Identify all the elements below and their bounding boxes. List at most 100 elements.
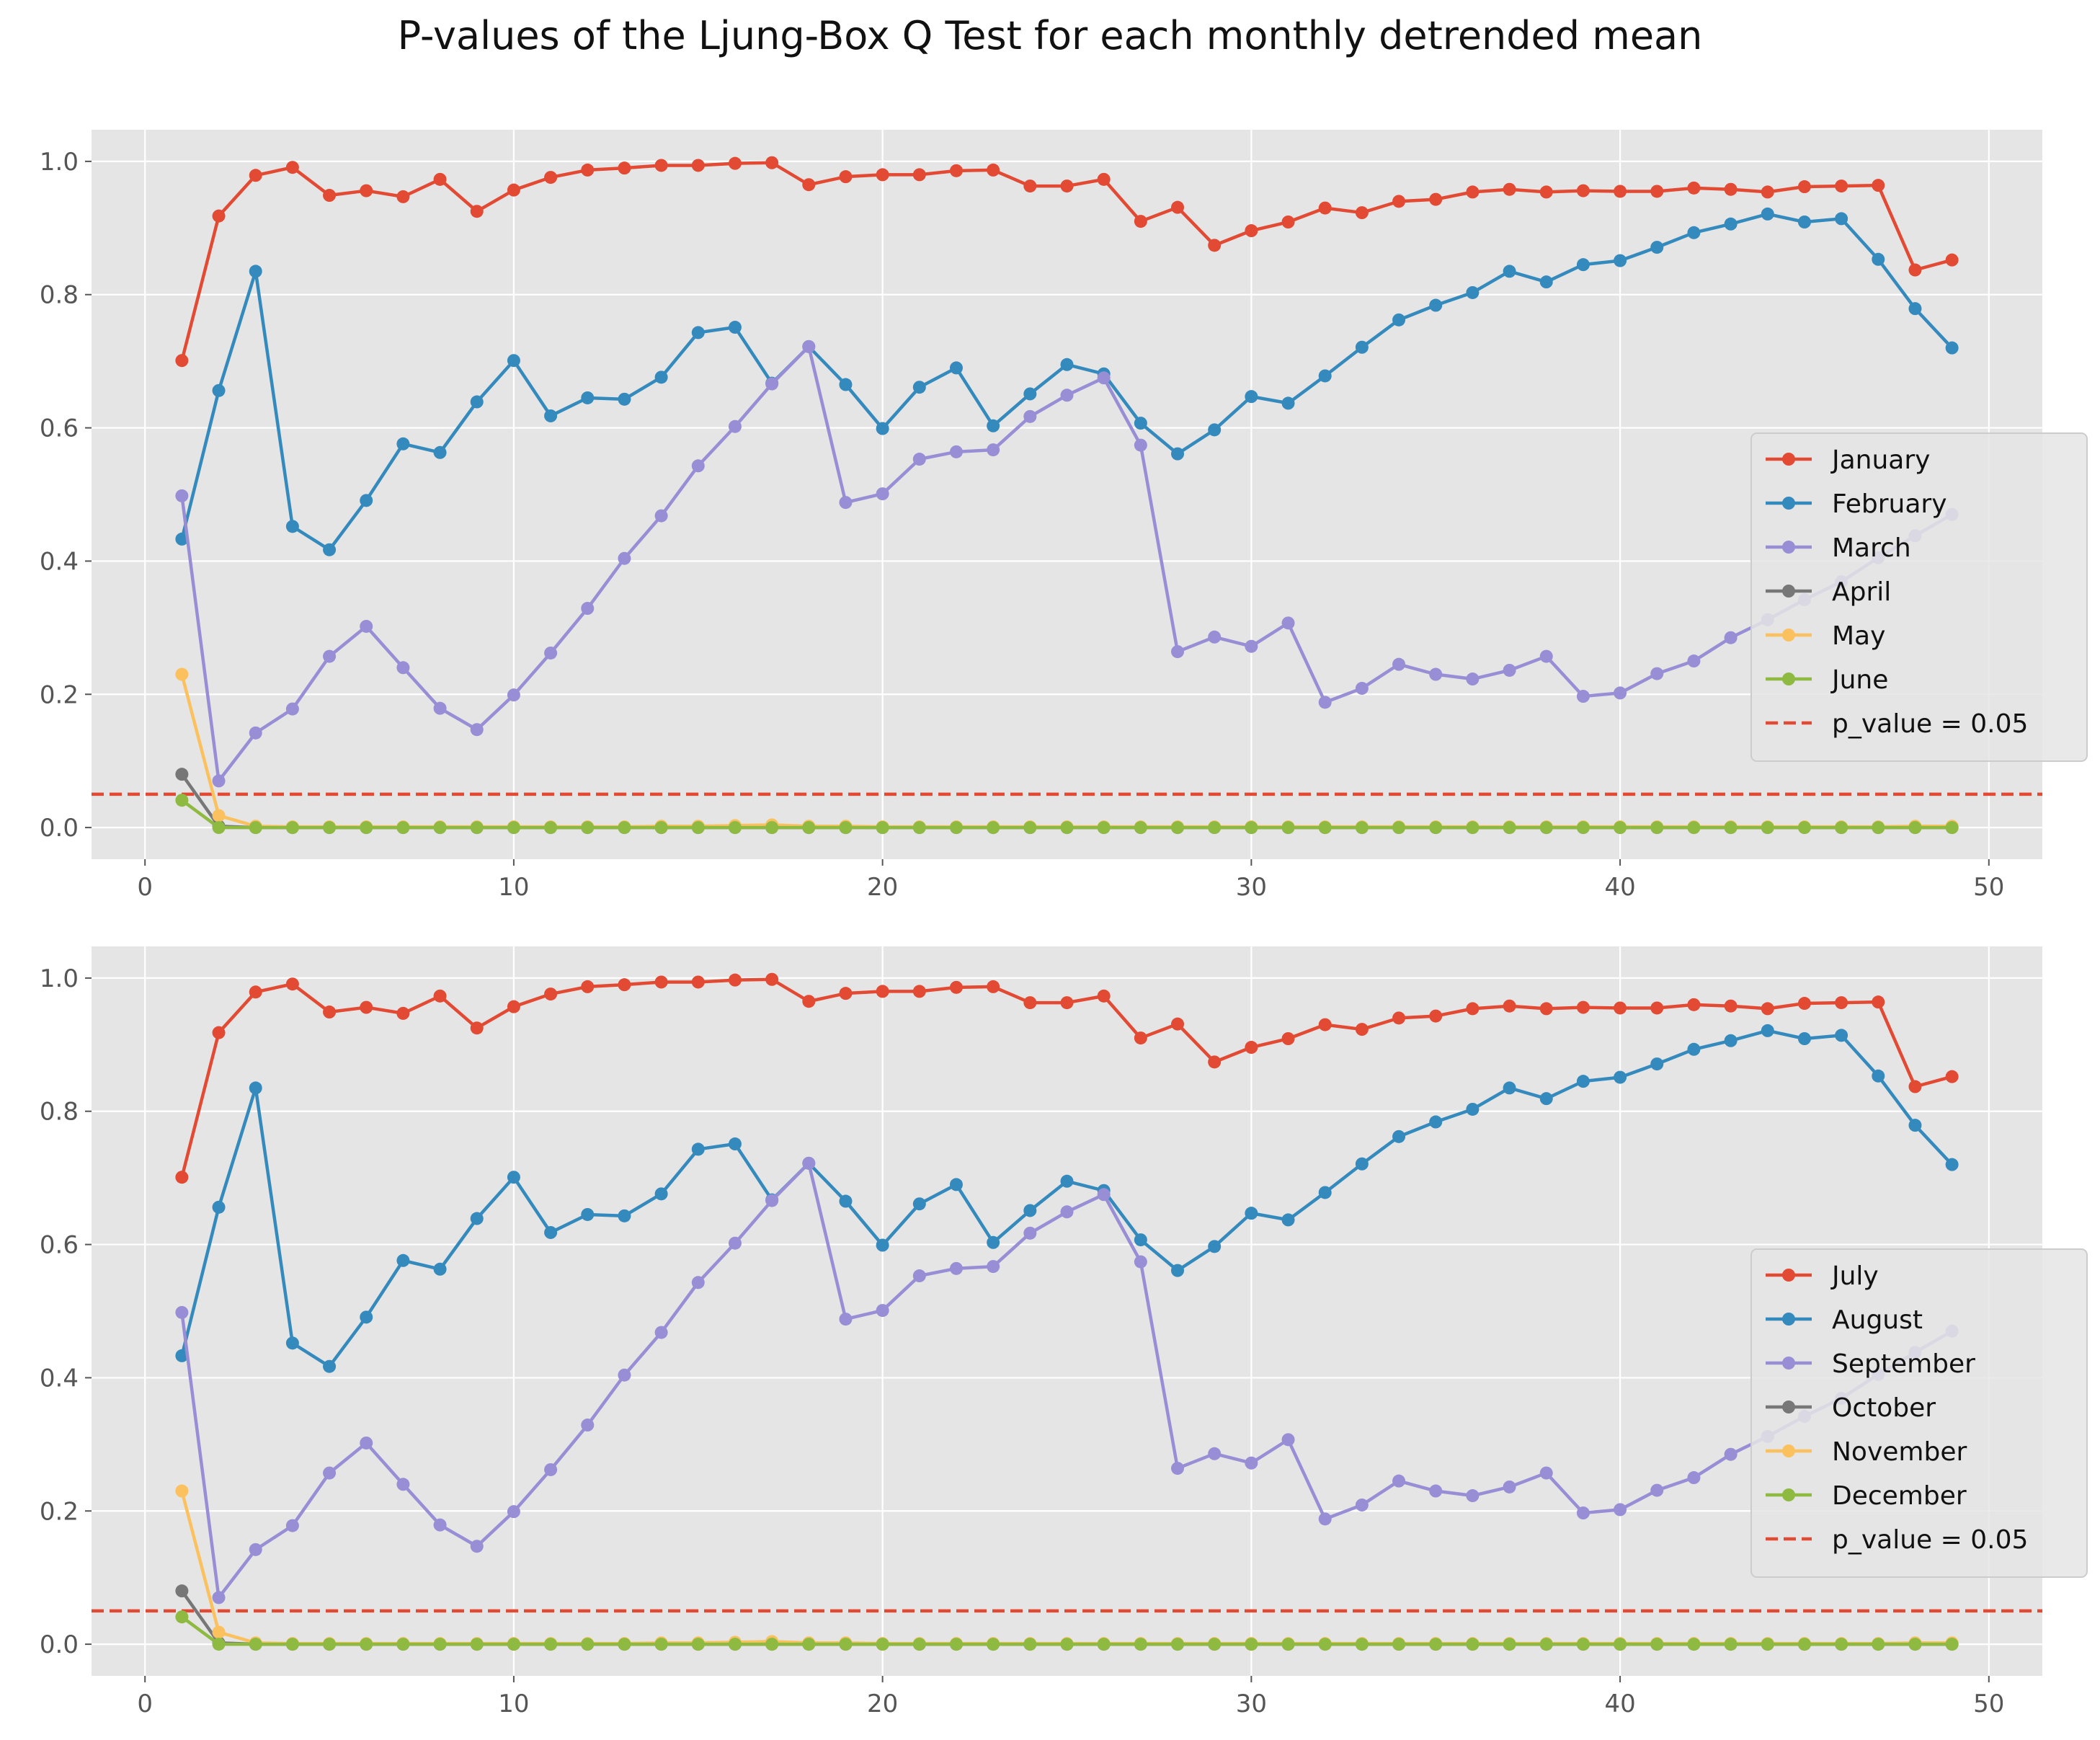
data-point-january (470, 205, 484, 218)
data-point-march (507, 688, 520, 702)
data-point-september (618, 1368, 631, 1382)
data-point-july (1060, 996, 1074, 1010)
data-point-march (323, 649, 337, 663)
legend-label: July (1830, 1261, 1879, 1291)
data-point-july (1134, 1031, 1147, 1045)
data-point-december (285, 1638, 299, 1651)
data-point-june (1171, 821, 1185, 835)
legend-box (1750, 432, 2088, 762)
x-tick-label: 10 (498, 1690, 529, 1718)
data-point-december (949, 1638, 963, 1651)
data-point-july (987, 980, 1000, 993)
x-tick-label: 20 (867, 1690, 898, 1718)
legend-marker (1782, 1357, 1795, 1370)
data-point-january (581, 163, 595, 177)
data-point-july (285, 977, 299, 991)
data-point-june (249, 821, 262, 835)
data-point-september (1466, 1489, 1480, 1503)
data-point-august (949, 1178, 963, 1191)
data-point-december (1724, 1638, 1738, 1651)
data-point-february (1687, 226, 1701, 239)
data-point-june (1724, 821, 1738, 835)
plot-area (92, 130, 2042, 859)
data-point-september (802, 1156, 816, 1170)
data-point-june (1318, 821, 1332, 835)
legend-label: February (1832, 489, 1947, 519)
legend-marker (1782, 1269, 1795, 1282)
data-point-september (175, 1305, 189, 1319)
data-point-december (1060, 1638, 1074, 1651)
y-tick-label: 0.6 (40, 1231, 79, 1260)
data-point-june (802, 821, 816, 835)
data-point-august (1945, 1158, 1959, 1171)
data-point-september (1318, 1512, 1332, 1526)
legend-label: December (1832, 1481, 1967, 1511)
data-point-july (360, 1000, 373, 1014)
x-tick-label: 0 (137, 873, 153, 902)
y-tick-label: 0.4 (40, 547, 79, 576)
data-point-september (1208, 1447, 1222, 1460)
data-point-june (470, 821, 484, 835)
data-point-february (1724, 217, 1738, 231)
legend-marker (1782, 497, 1795, 510)
data-point-september (728, 1236, 742, 1250)
data-point-june (507, 821, 520, 835)
data-point-february (396, 437, 410, 450)
data-point-december (1245, 1638, 1258, 1651)
legend-marker (1782, 1401, 1795, 1413)
data-point-december (1503, 1638, 1516, 1651)
data-point-march (691, 459, 705, 473)
data-point-july (802, 995, 816, 1008)
data-point-september (1134, 1255, 1147, 1269)
data-point-december (1539, 1638, 1553, 1651)
data-point-july (470, 1021, 484, 1035)
data-point-september (1245, 1456, 1258, 1470)
data-point-february (1797, 216, 1811, 229)
data-point-january (1835, 179, 1848, 193)
data-point-august (1797, 1032, 1811, 1046)
data-point-august (175, 1349, 189, 1362)
data-point-july (691, 975, 705, 989)
data-point-january (212, 209, 226, 223)
data-point-june (618, 821, 631, 835)
data-point-january (1576, 184, 1590, 197)
data-point-august (1355, 1157, 1369, 1171)
data-point-march (1171, 645, 1185, 659)
data-point-august (1281, 1213, 1295, 1227)
data-point-january (1281, 216, 1295, 229)
data-point-march (1281, 616, 1295, 630)
data-point-june (765, 821, 779, 835)
legend-label: October (1832, 1393, 1936, 1423)
legend-label: April (1832, 577, 1891, 607)
data-point-july (1466, 1002, 1480, 1016)
data-point-february (912, 381, 926, 394)
data-point-september (581, 1419, 595, 1432)
data-point-february (728, 321, 742, 334)
data-point-march (728, 420, 742, 433)
data-point-january (1614, 185, 1627, 198)
data-point-august (1908, 1119, 1922, 1132)
data-point-august (433, 1262, 447, 1276)
data-point-august (470, 1212, 484, 1225)
data-point-july (249, 985, 262, 999)
data-point-december (396, 1638, 410, 1651)
data-point-march (212, 774, 226, 788)
data-point-march (433, 701, 447, 715)
data-point-december (1208, 1638, 1222, 1651)
data-point-january (987, 163, 1000, 177)
x-tick-label: 30 (1236, 1690, 1267, 1718)
data-point-february (1945, 341, 1959, 355)
data-point-january (1023, 179, 1037, 193)
data-point-february (1171, 447, 1185, 461)
data-point-june (581, 821, 595, 835)
y-tick-label: 0.0 (40, 814, 79, 843)
data-point-september (1724, 1447, 1738, 1461)
data-point-march (654, 509, 668, 523)
data-point-august (1318, 1186, 1332, 1199)
data-point-june (1797, 821, 1811, 835)
data-point-july (1908, 1080, 1922, 1093)
data-point-july (396, 1006, 410, 1020)
data-point-february (433, 445, 447, 459)
